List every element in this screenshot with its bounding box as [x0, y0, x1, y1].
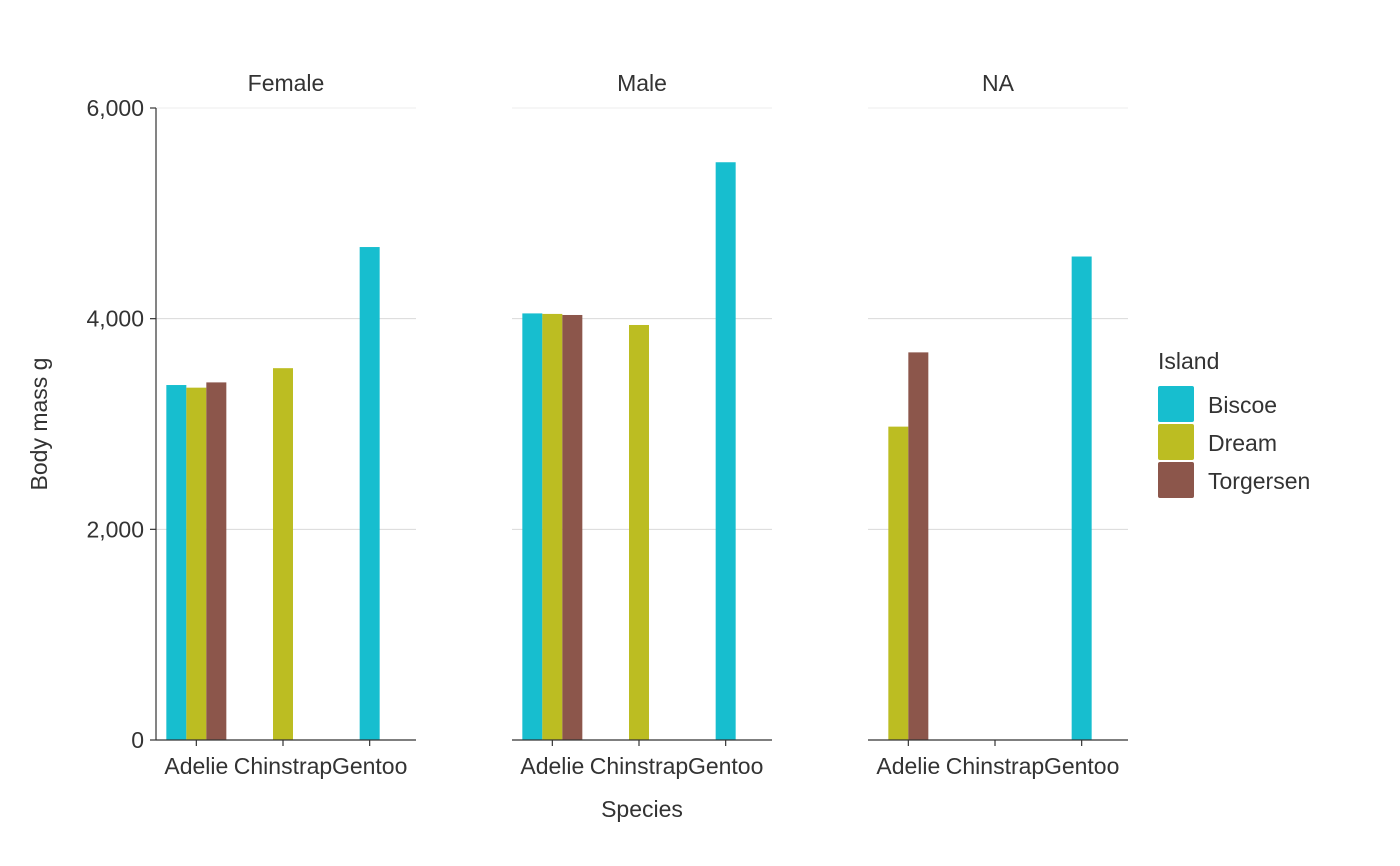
- x-tick-label: Chinstrap: [590, 753, 688, 779]
- legend-label-biscoe: Biscoe: [1208, 392, 1277, 418]
- facet-panel-na: NA Adelie Chinstrap Gentoo: [868, 70, 1128, 779]
- facet-label: NA: [982, 70, 1015, 96]
- y-tick-label: 2,000: [86, 516, 144, 542]
- facet-panel-male: Male Adelie Chinstrap Gentoo: [512, 70, 772, 779]
- bar-dream: [629, 324, 649, 740]
- x-tick-label: Adelie: [520, 753, 584, 779]
- facet-label: Male: [617, 70, 667, 96]
- facet-panel-female: Female Adelie Chinstrap Gentoo 0 2,000 4,000 6,…: [86, 70, 416, 779]
- bar-biscoe: [522, 313, 543, 740]
- x-tick-label: Gentoo: [332, 753, 407, 779]
- x-axis-title: Species: [601, 796, 683, 822]
- y-tick-label: 4,000: [86, 306, 144, 332]
- y-tick-label: 0: [131, 727, 144, 753]
- x-tick-label: Adelie: [164, 753, 228, 779]
- legend-swatch-dream: [1158, 424, 1194, 460]
- bar-torgersen: [206, 382, 227, 740]
- legend-label-dream: Dream: [1208, 430, 1277, 456]
- bar-dream: [273, 368, 293, 740]
- bar-biscoe: [715, 162, 736, 740]
- legend-swatch-biscoe: [1158, 386, 1194, 422]
- x-tick-label: Chinstrap: [946, 753, 1044, 779]
- x-tick-label: Gentoo: [688, 753, 763, 779]
- bar-biscoe: [359, 247, 380, 741]
- facet-label: Female: [248, 70, 325, 96]
- legend-label-torgersen: Torgersen: [1208, 468, 1310, 494]
- bar-torgersen: [908, 352, 929, 740]
- y-axis-title: Body mass g: [26, 358, 52, 491]
- x-tick-label: Gentoo: [1044, 753, 1119, 779]
- bar-biscoe: [166, 385, 187, 740]
- x-tick-label: Adelie: [876, 753, 940, 779]
- bar-biscoe: [1071, 256, 1092, 740]
- legend-title: Island: [1158, 348, 1219, 374]
- legend-swatch-torgersen: [1158, 462, 1194, 498]
- bar-torgersen: [562, 314, 583, 740]
- legend: Island Biscoe Dream Torgersen: [1158, 348, 1310, 498]
- bar-dream: [888, 426, 909, 740]
- bar-dream: [542, 313, 563, 740]
- y-tick-label: 6,000: [86, 95, 144, 121]
- x-tick-label: Chinstrap: [234, 753, 332, 779]
- bar-dream: [186, 387, 207, 740]
